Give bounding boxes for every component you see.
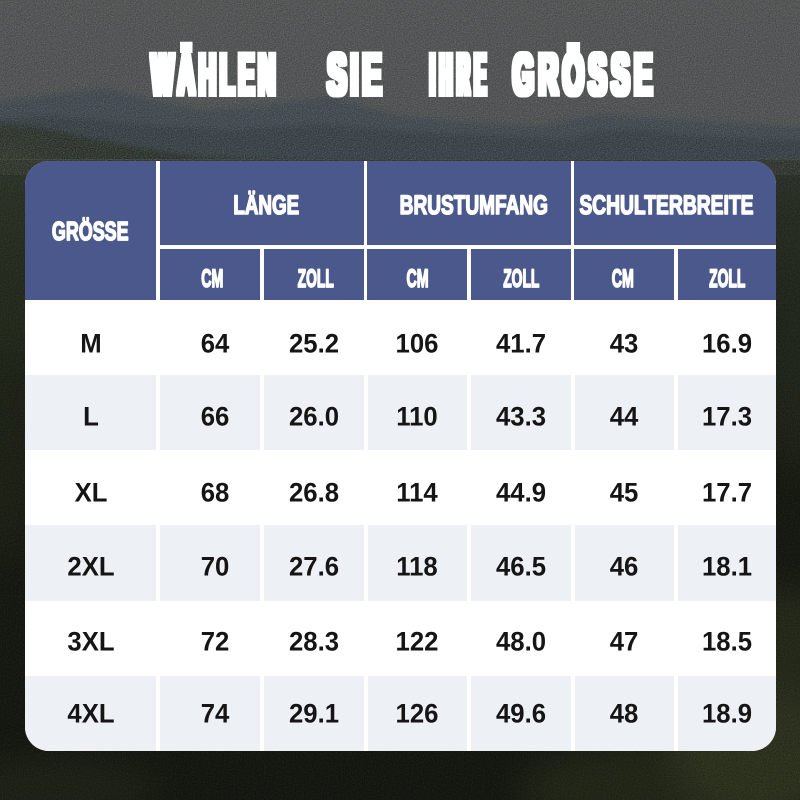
svg-text:GRÖSSE: GRÖSSE bbox=[513, 42, 657, 107]
svg-text:ZOLL: ZOLL bbox=[298, 266, 334, 293]
svg-text:CM: CM bbox=[406, 266, 428, 293]
svg-text:CM: CM bbox=[201, 266, 223, 293]
svg-text:ZOLL: ZOLL bbox=[503, 266, 539, 293]
svg-text:IHRE: IHRE bbox=[430, 43, 491, 108]
svg-text:ZOLL: ZOLL bbox=[709, 266, 745, 293]
svg-text:BRUSTUMFANG: BRUSTUMFANG bbox=[400, 190, 548, 220]
svg-text:LÄNGE: LÄNGE bbox=[233, 190, 299, 220]
svg-text:SIE: SIE bbox=[327, 43, 385, 108]
svg-text:GRÖSSE: GRÖSSE bbox=[52, 217, 129, 246]
svg-text:SCHULTERBREITE: SCHULTERBREITE bbox=[579, 190, 753, 220]
svg-text:CM: CM bbox=[612, 266, 634, 293]
svg-text:WÄHLEN: WÄHLEN bbox=[151, 44, 279, 108]
